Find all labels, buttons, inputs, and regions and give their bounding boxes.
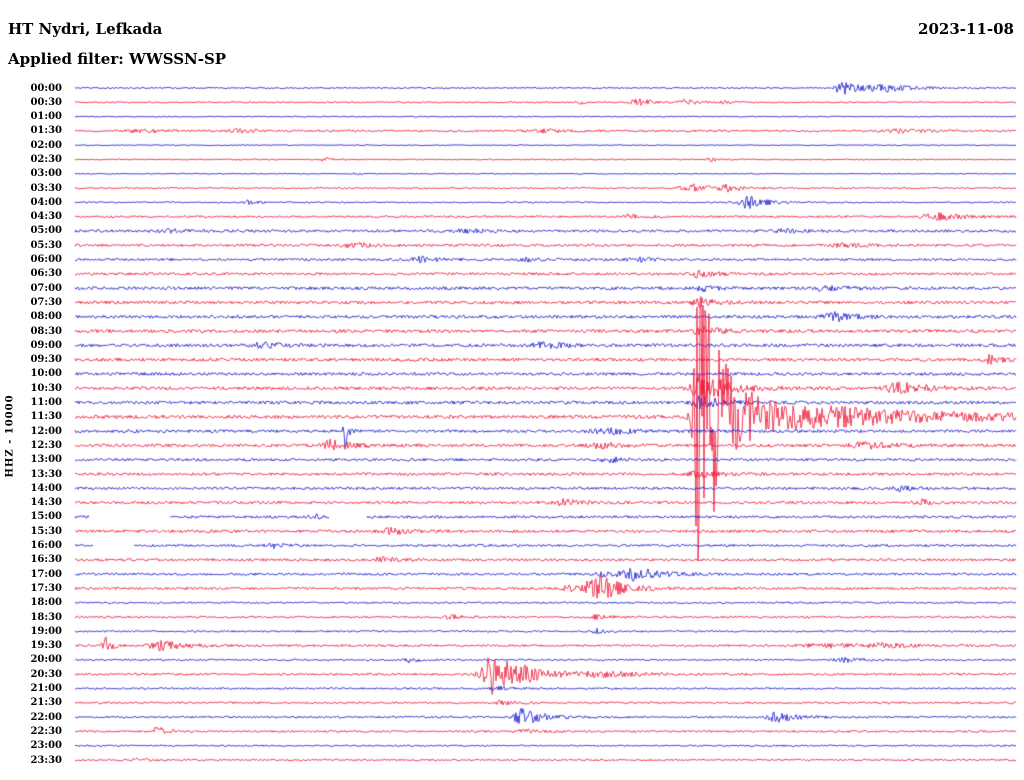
date-label: 2023-11-08 xyxy=(918,20,1014,38)
row-time-label: 15:30 xyxy=(30,525,62,537)
row-time-label: 23:00 xyxy=(30,740,62,752)
station-title: HT Nydri, Lefkada xyxy=(8,20,163,38)
row-time-label: 20:30 xyxy=(30,668,62,680)
row-time-label: 13:30 xyxy=(30,468,62,480)
row-time-label: 03:30 xyxy=(30,182,62,194)
row-time-label: 21:00 xyxy=(30,683,62,694)
row-time-label: 16:30 xyxy=(30,554,62,566)
row-time-label: 03:00 xyxy=(30,168,62,180)
row-time-label: 08:00 xyxy=(30,311,62,323)
row-time-label: 05:00 xyxy=(30,225,62,237)
row-time-label: 22:00 xyxy=(30,711,62,723)
row-time-label: 00:00 xyxy=(30,82,62,94)
row-time-label: 17:00 xyxy=(30,568,62,580)
row-time-label: 15:00 xyxy=(30,511,62,523)
row-time-label: 10:30 xyxy=(30,382,62,394)
row-time-label: 17:30 xyxy=(30,582,62,594)
row-time-label: 08:30 xyxy=(30,325,62,337)
row-time-label: 13:00 xyxy=(30,454,62,466)
row-time-label: 19:30 xyxy=(30,640,62,652)
row-time-label: 05:30 xyxy=(30,239,62,251)
row-time-label: 02:00 xyxy=(30,139,62,151)
row-time-label: 04:30 xyxy=(30,211,62,223)
row-time-label: 01:00 xyxy=(30,111,62,123)
row-time-label: 06:30 xyxy=(30,268,62,280)
channel-scale-label: HHZ - 10000 xyxy=(4,394,16,478)
row-time-label: 01:30 xyxy=(30,125,62,137)
row-time-label: 02:30 xyxy=(30,153,62,165)
row-time-label: 19:00 xyxy=(30,625,62,637)
row-time-label: 11:30 xyxy=(30,411,62,423)
row-time-label: 12:30 xyxy=(30,439,62,451)
row-time-label: 20:00 xyxy=(30,654,62,666)
row-time-label: 00:30 xyxy=(30,96,62,108)
row-time-label: 23:30 xyxy=(30,754,62,766)
filter-label: Applied filter: WWSSN-SP xyxy=(8,50,227,68)
row-time-label: 22:30 xyxy=(30,725,62,737)
row-time-label: 10:00 xyxy=(30,368,62,380)
row-time-label: 14:00 xyxy=(30,482,62,494)
row-time-label: 07:00 xyxy=(30,282,62,294)
row-time-label: 06:00 xyxy=(30,254,62,266)
row-time-label: 18:30 xyxy=(30,611,62,623)
row-time-label: 18:00 xyxy=(30,597,62,609)
row-time-label: 14:30 xyxy=(30,497,62,509)
row-time-label: 11:00 xyxy=(30,397,62,409)
row-time-label: 09:00 xyxy=(30,339,62,351)
row-time-label: 04:00 xyxy=(30,196,62,208)
row-time-label: 07:30 xyxy=(30,296,62,308)
row-time-label: 12:00 xyxy=(30,425,62,437)
row-time-label: 09:30 xyxy=(30,354,62,366)
row-time-label: 21:30 xyxy=(30,697,62,709)
row-time-label: 16:00 xyxy=(30,540,62,552)
